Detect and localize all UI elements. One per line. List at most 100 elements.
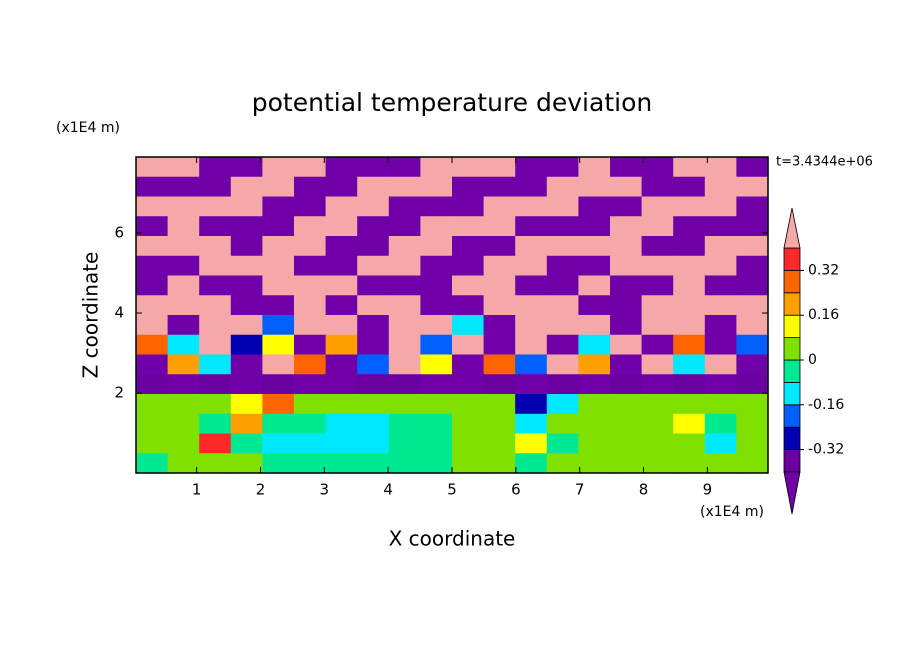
contour-cell [452,453,485,474]
contour-cell [610,196,643,217]
contour-cell [483,295,516,316]
contour-cell [199,196,232,217]
contour-cell [515,157,548,178]
contour-cell [388,453,421,474]
contour-cell [167,295,200,316]
contour-cell [641,236,674,257]
contour-cell [452,216,485,237]
contour-cell [546,354,579,375]
contour-cell [673,295,706,316]
contour-cell [578,354,611,375]
contour-cell [673,354,706,375]
y-tick-label: 6 [114,224,124,242]
time-label: t=3.4344e+06 [776,155,873,170]
contour-cell [199,374,232,395]
contour-cell [704,433,737,454]
contour-cell [357,216,390,237]
contour-cell [136,413,169,435]
contour-cell [641,255,674,277]
contour-cell [167,236,200,257]
contour-cell [483,216,516,237]
contour-cell [325,255,358,277]
contour-cell [357,354,390,375]
contour-cell [136,157,169,178]
contour-cell [736,216,769,237]
contour-cell [199,275,232,296]
contour-cell [420,196,453,217]
contour-cell [483,255,516,277]
contour-cell [610,354,643,375]
contour-cell [199,295,232,316]
contour-cell [388,236,421,257]
contour-cell [357,315,390,336]
contour-cell [452,433,485,454]
x-tick-label: 1 [192,481,202,499]
colorbar-box [783,247,801,271]
x-tick-label: 7 [575,481,585,499]
contour-cell [704,334,737,356]
contour-cell [483,413,516,435]
colorbar-box [783,314,801,339]
x-unit: (x1E4 m) [700,504,764,520]
contour-cell [704,216,737,237]
contour-cell [388,216,421,237]
colorbar-box [783,426,801,451]
contour-cell [483,157,516,178]
contour-cell [610,255,643,277]
contour-cell [578,374,611,395]
contour-cell [357,255,390,277]
contour-cell [230,275,263,296]
contour-cell [704,315,737,336]
contour-cell [325,236,358,257]
contour-cell [578,295,611,316]
colorbar-tick-label: 0.32 [808,262,839,278]
contour-cell [704,275,737,296]
contour-cell [704,176,737,198]
contour-cell [736,354,769,375]
contour-cell [673,196,706,217]
contour-cell [325,295,358,316]
contour-cell [294,295,327,316]
contour-cell [515,295,548,316]
contour-cell [230,354,263,375]
contour-cell [294,354,327,375]
contour-cell [515,315,548,336]
contour-cell [546,453,579,474]
contour-cell [610,374,643,395]
y-tick-label: 2 [114,384,124,402]
contour-cell [136,196,169,217]
contour-cell [230,315,263,336]
contour-cell [262,334,295,356]
contour-cell [325,315,358,336]
contour-cell [357,275,390,296]
contour-cell [262,433,295,454]
contour-cell [641,354,674,375]
contour-cell [388,413,421,435]
contour-cell [167,374,200,395]
contour-cell [483,236,516,257]
contour-cell [199,334,232,356]
contour-cell [388,374,421,395]
contour-cell [136,433,169,454]
y-tick-label: 4 [114,304,124,322]
contour-cell [262,374,295,395]
contour-cell [357,334,390,356]
contour-cell [641,334,674,356]
contour-cell [325,196,358,217]
colorbar-box [783,292,801,316]
contour-cell [641,374,674,395]
contour-cell [515,334,548,356]
colorbar-box [783,337,801,361]
x-axis-label: X coordinate [389,527,516,551]
contour-cell [294,255,327,277]
x-tick-label: 3 [320,481,330,499]
contour-cell [578,157,611,178]
contour-cell [704,453,737,474]
contour-cell [388,354,421,375]
contour-cell [673,315,706,336]
colorbar-tick-label: 0.16 [808,307,839,323]
contour-cell [736,453,769,474]
colorbar-box [783,449,801,473]
contour-cell [262,315,295,336]
contour-cell [641,295,674,316]
